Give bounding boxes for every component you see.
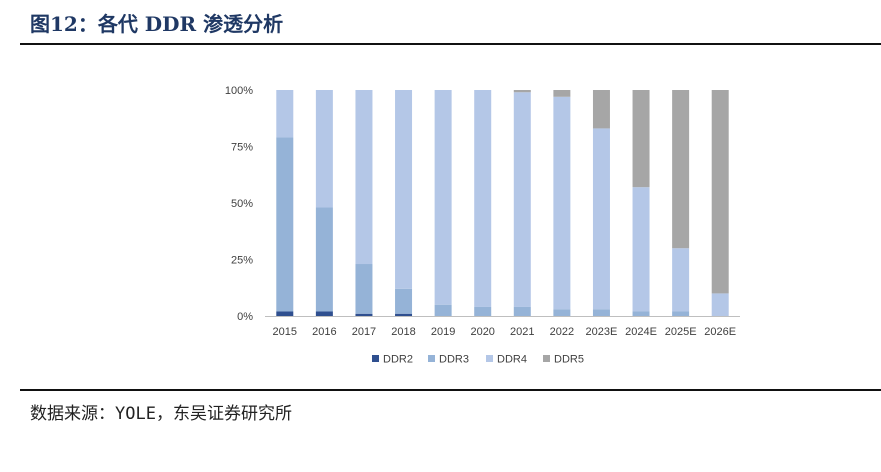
x-axis-ticks: 2015 2016 2017 2018 2019 2020 2021 2022 2023E 202… [273, 326, 737, 338]
bar-segment-ddr4 [513, 92, 531, 307]
bar-segment-ddr3 [276, 137, 294, 312]
x-tick-label: 2025E [665, 326, 697, 338]
bar-segment-ddr3 [474, 306, 492, 316]
x-tick-label: 2015 [273, 326, 297, 338]
bar-segment-ddr3 [513, 306, 531, 316]
bars [276, 90, 729, 316]
bar-segment-ddr3 [553, 309, 571, 316]
legend-swatch-ddr4 [486, 355, 493, 362]
legend-label-ddr3: DDR3 [439, 354, 469, 366]
stacked-bar-chart: 0% 25% 50% 75% 100% 2015 2016 2017 2018 2019 2020… [225, 85, 740, 366]
bar-segment-ddr4 [474, 90, 492, 307]
bar-segment-ddr2 [395, 313, 413, 316]
bar-segment-ddr4 [434, 90, 452, 305]
legend: DDR2 DDR3 DDR4 DDR5 [372, 354, 584, 366]
bar-segment-ddr4 [276, 90, 294, 138]
legend-swatch-ddr2 [372, 355, 379, 362]
x-tick-label: 2026E [704, 326, 736, 338]
bar-segment-ddr2 [355, 313, 373, 316]
y-tick-label: 100% [225, 85, 253, 97]
bar-segment-ddr3 [355, 264, 373, 314]
bar-segment-ddr5 [672, 90, 690, 249]
y-tick-label: 25% [231, 255, 253, 267]
x-tick-label: 2019 [431, 326, 455, 338]
x-tick-label: 2016 [312, 326, 336, 338]
top-rule [20, 43, 881, 45]
figure-title: 图12：各代 DDR 渗透分析 [30, 12, 284, 36]
legend-swatch-ddr3 [428, 355, 435, 362]
x-tick-label: 2020 [470, 326, 494, 338]
bar-segment-ddr3 [434, 304, 452, 316]
bar-segment-ddr5 [553, 90, 571, 97]
x-tick-label: 2021 [510, 326, 534, 338]
bottom-rule [20, 389, 881, 391]
bar-segment-ddr4 [315, 90, 333, 208]
bar-segment-ddr4 [553, 96, 571, 310]
bar-segment-ddr3 [592, 309, 610, 316]
bar-segment-ddr4 [355, 90, 373, 265]
legend-label-ddr5: DDR5 [554, 354, 584, 366]
x-tick-label: 2023E [586, 326, 618, 338]
bar-segment-ddr3 [672, 311, 690, 316]
legend-label-ddr4: DDR4 [497, 354, 527, 366]
legend-swatch-ddr5 [543, 355, 550, 362]
bar-segment-ddr5 [632, 90, 650, 188]
x-tick-label: 2018 [391, 326, 415, 338]
bar-segment-ddr5 [711, 90, 729, 294]
source-note: 数据来源：YOLE，东吴证券研究所 [30, 404, 292, 424]
y-tick-label: 0% [237, 311, 253, 323]
bar-segment-ddr4 [632, 187, 650, 312]
bar-segment-ddr5 [592, 90, 610, 129]
bar-segment-ddr2 [276, 311, 294, 316]
legend-label-ddr2: DDR2 [383, 354, 413, 366]
bar-segment-ddr3 [632, 311, 650, 316]
bar-segment-ddr3 [315, 207, 333, 312]
bar-segment-ddr5 [513, 90, 531, 93]
x-tick-label: 2024E [625, 326, 657, 338]
bar-segment-ddr4 [711, 293, 729, 316]
y-tick-label: 75% [231, 142, 253, 154]
bar-segment-ddr2 [315, 311, 333, 316]
bar-segment-ddr4 [592, 128, 610, 310]
bar-segment-ddr4 [395, 90, 413, 289]
bar-segment-ddr3 [395, 288, 413, 314]
x-tick-label: 2022 [550, 326, 574, 338]
bar-segment-ddr4 [672, 248, 690, 312]
y-axis-ticks: 0% 25% 50% 75% 100% [225, 85, 253, 323]
y-tick-label: 50% [231, 198, 253, 210]
x-tick-label: 2017 [352, 326, 376, 338]
